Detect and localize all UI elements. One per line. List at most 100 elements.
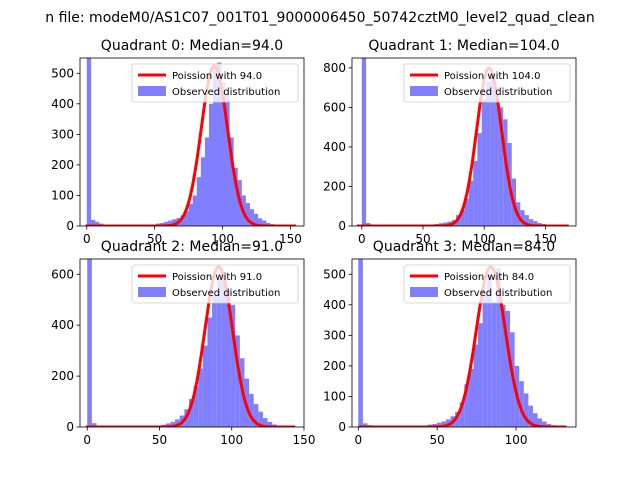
y-tick-label: 200 [51, 369, 74, 383]
histogram-bar [491, 301, 497, 427]
histogram-bar [233, 167, 238, 226]
histogram-bar [459, 402, 465, 427]
histogram-bar [192, 195, 198, 226]
plot-area [358, 259, 567, 427]
figure-suptitle: n file: modeM0/AS1C07_001T01_9000006450_… [45, 10, 594, 26]
histogram-bar [362, 423, 368, 427]
axes-frame [79, 258, 305, 428]
histogram-bar [235, 335, 240, 427]
histogram-bar [528, 219, 534, 226]
legend-box [403, 264, 571, 304]
histogram-bar [523, 393, 529, 427]
histogram-bar [164, 221, 169, 226]
histogram-bar [204, 137, 210, 226]
y-tick-label: 200 [51, 158, 74, 172]
y-tick-label: 0 [66, 420, 74, 434]
histogram-bar [172, 219, 177, 226]
histogram-bar [229, 137, 234, 226]
histogram-bar [198, 368, 203, 427]
histogram-bar [261, 220, 267, 226]
plot-area [356, 58, 569, 226]
x-tick-label: 50 [430, 433, 445, 447]
histogram-bar [175, 419, 180, 427]
legend-poisson-label: Poission with 94.0 [172, 71, 262, 82]
histogram-bar [90, 219, 96, 226]
histogram-bar [86, 58, 92, 226]
legend-hist-swatch [138, 86, 166, 96]
histogram-bar [188, 399, 194, 427]
legend-box [403, 63, 571, 103]
histogram-bar [494, 87, 499, 226]
histogram-bar [532, 413, 538, 427]
histogram-bar [361, 58, 367, 226]
histogram-bar [212, 294, 217, 427]
histogram-bar [200, 157, 206, 226]
y-tick-label: 500 [51, 66, 74, 80]
legend-box [131, 63, 299, 103]
plot-area [85, 259, 296, 427]
legend: Poission with 84.0 Observed distribution [403, 264, 571, 304]
histogram-bar [217, 62, 222, 226]
y-tick-label: 0 [338, 420, 346, 434]
axes-frame [351, 258, 577, 428]
histogram-bar [528, 405, 533, 427]
histogram-bar [537, 418, 543, 427]
histogram-bar [230, 304, 236, 427]
histogram-bar [473, 160, 478, 226]
panel-title: Quadrant 0: Median=94.0 [101, 38, 283, 54]
x-tick-label: 100 [505, 433, 528, 447]
x-tick-label: 100 [473, 232, 496, 246]
histogram-bar [486, 81, 491, 226]
y-tick-label: 300 [51, 127, 74, 141]
histogram-bar [207, 317, 213, 427]
y-tick-label: 400 [51, 97, 74, 111]
quadrant-panel-0: 0 50 100 150 0 100 200 300 400 500 Quadrant 0: Med… [51, 38, 305, 246]
histogram-bar [249, 393, 254, 427]
histogram-bar [257, 218, 263, 226]
histogram-bar [170, 421, 176, 427]
histogram-bar [184, 211, 189, 226]
histogram-bar [524, 215, 529, 226]
panel-title: Quadrant 2: Median=91.0 [101, 239, 283, 255]
y-tick-label: 600 [323, 100, 346, 114]
x-tick-label: 150 [279, 232, 302, 246]
histogram-bar [225, 94, 230, 226]
y-tick-label: 300 [323, 328, 346, 342]
y-tick-label: 500 [323, 267, 346, 281]
x-tick-label: 100 [211, 232, 234, 246]
y-tick-label: 100 [323, 389, 346, 403]
histogram-bar [460, 210, 465, 226]
legend-hist-label: Observed distribution [444, 288, 552, 299]
y-tick-label: 200 [323, 179, 346, 193]
histogram-bar [188, 204, 193, 226]
histogram-bar [468, 368, 474, 427]
histogram-bar [464, 384, 469, 427]
legend-box [131, 264, 299, 304]
legend-hist-swatch [410, 86, 438, 96]
legend-hist-label: Observed distribution [172, 288, 280, 299]
histogram-bar [519, 381, 524, 427]
histogram-bar [490, 75, 495, 226]
histogram-bar [546, 423, 552, 427]
histogram-bar [168, 220, 173, 226]
x-tick-label: 50 [415, 232, 430, 246]
histogram-bar [358, 259, 363, 427]
histogram-bar [441, 421, 447, 427]
histogram-bar [196, 177, 202, 226]
histogram-bar [436, 422, 442, 427]
histogram-bar [265, 222, 271, 226]
legend-poisson-label: Poission with 104.0 [444, 71, 540, 82]
histogram-bar [542, 421, 547, 427]
histogram-bar [481, 99, 487, 226]
histogram-bar [225, 289, 231, 427]
histogram-bar [91, 423, 97, 427]
histogram-bar [202, 345, 208, 427]
histogram-bar [468, 180, 474, 226]
legend-hist-label: Observed distribution [172, 87, 280, 98]
histogram-bar [213, 67, 218, 226]
histogram-bar [208, 103, 214, 226]
histogram-bar [464, 198, 469, 226]
axes-frame [79, 57, 305, 227]
histogram-bar [245, 203, 250, 226]
